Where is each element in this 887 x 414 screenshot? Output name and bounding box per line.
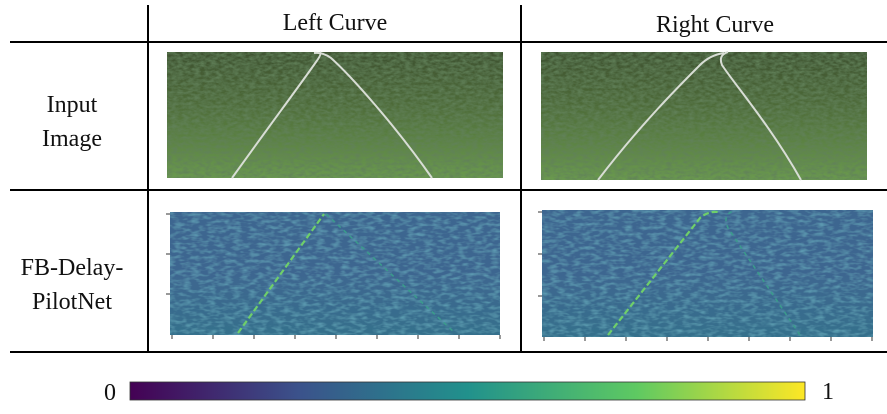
row-label: FB-Delay-: [21, 255, 124, 281]
colorbar-min: 0: [104, 380, 116, 406]
row-label: PilotNet: [32, 289, 112, 315]
colorbar-max: 1: [822, 379, 834, 405]
input-image-right: [541, 52, 867, 180]
heatmap-right: [538, 210, 873, 341]
figure: Left Curve Right Curve Input Image FB-De…: [0, 0, 887, 409]
row-label: Image: [42, 126, 102, 152]
heatmap-left: [166, 212, 500, 339]
colorbar: [130, 382, 805, 400]
column-header: Right Curve: [656, 12, 774, 38]
input-image-left: [167, 52, 503, 178]
column-header: Left Curve: [283, 10, 388, 36]
row-label: Input: [47, 92, 98, 118]
